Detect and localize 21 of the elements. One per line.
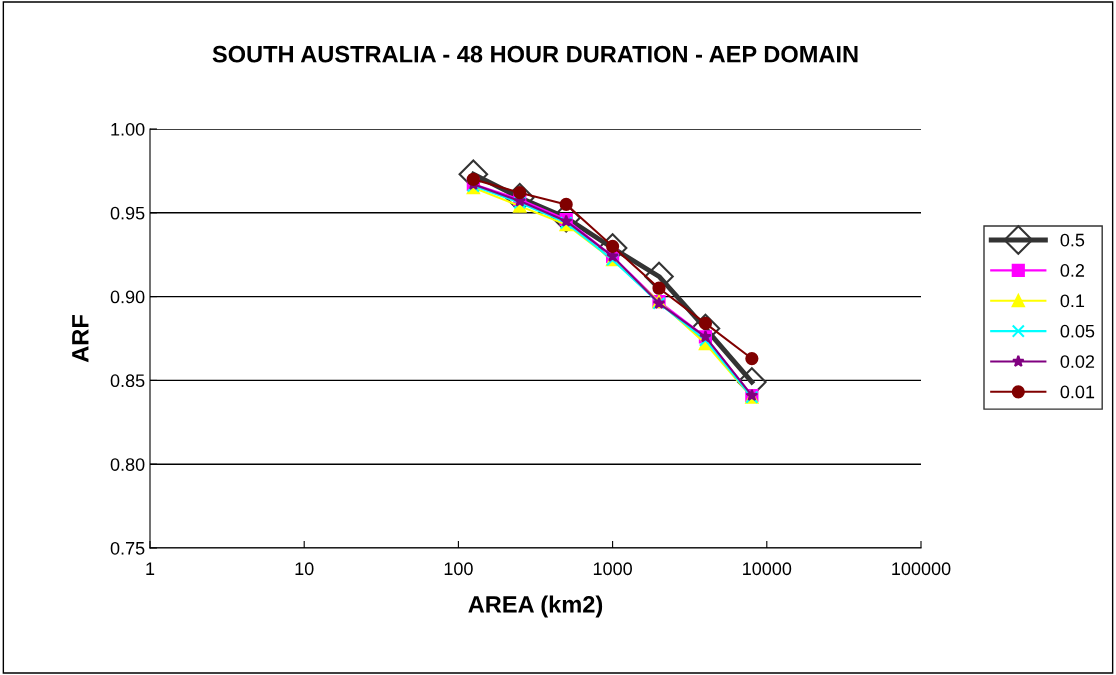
x-tick-label: 10 [295,562,314,576]
x-tick-label: 10000 [743,562,792,576]
y-tick-label: 0.95 [110,206,145,220]
legend-label: 0.02 [1060,355,1095,368]
legend-label: 0.1 [1060,294,1085,308]
y-tick-label: 1.00 [111,122,145,136]
legend-label: 0.5 [1060,233,1085,247]
x-axis-title: AREA (km2) [468,595,603,618]
x-tick-label: 100 [444,562,473,576]
y-tick-label: 0.80 [110,458,145,471]
y-tick-label: 0.85 [110,374,145,388]
legend-label: 0.05 [1060,324,1095,338]
legend-label: 0.2 [1060,264,1085,277]
y-tick-label: 0.90 [110,290,145,304]
legend-label: 0.01 [1060,385,1095,399]
x-tick-label: 100000 [892,562,951,576]
x-tick-label: 1 [146,562,155,575]
y-axis-title: ARF [72,315,89,363]
x-tick-label: 1000 [593,562,632,576]
chart-title: SOUTH AUSTRALIA - 48 HOUR DURATION - AEP DOMAIN [212,45,858,63]
y-tick-label: 0.75 [110,541,145,555]
